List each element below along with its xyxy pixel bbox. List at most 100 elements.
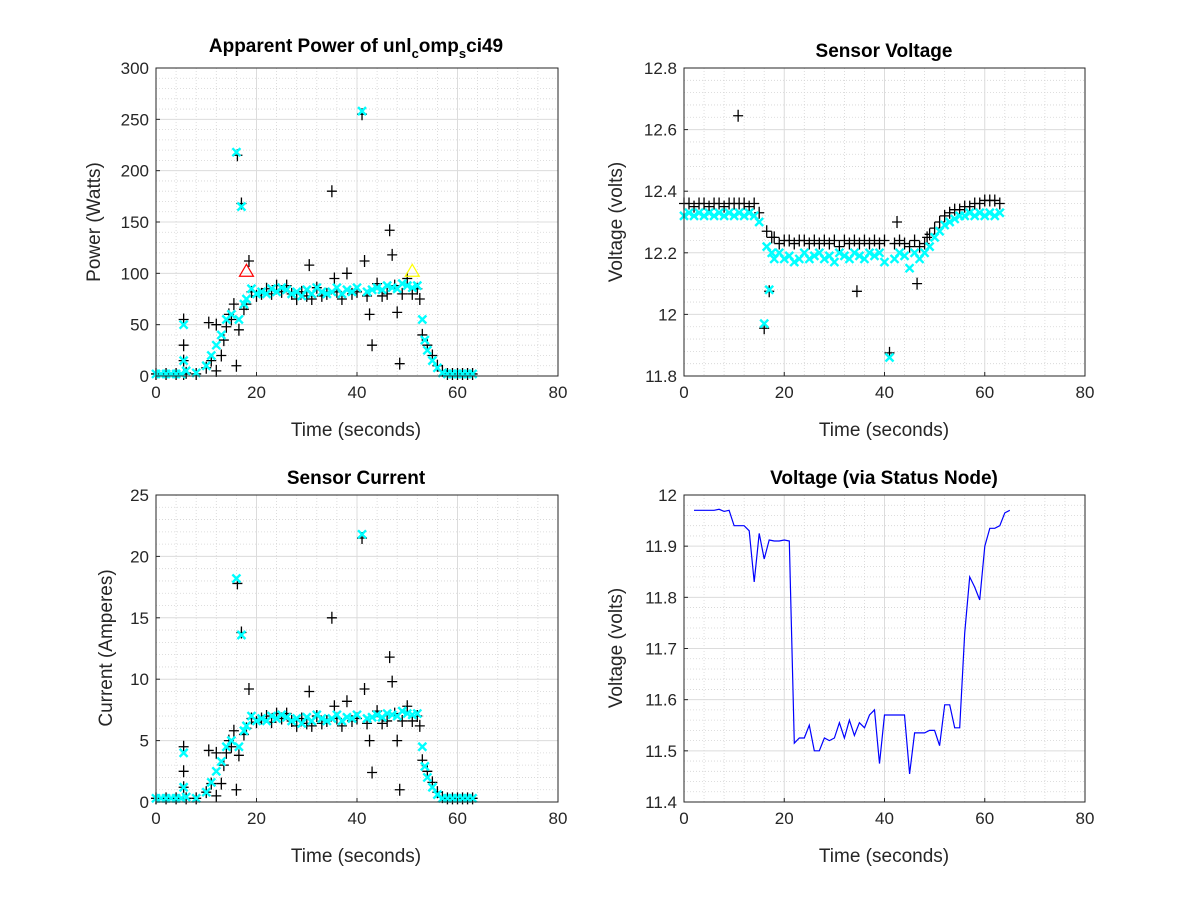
data-point-plus — [211, 746, 222, 759]
y-tick-label: 0 — [140, 367, 149, 386]
data-point-plus — [243, 683, 254, 696]
data-point-x — [276, 282, 287, 293]
data-point-x — [467, 793, 478, 804]
y-tick-label: 150 — [121, 213, 149, 232]
data-point-x — [352, 709, 362, 720]
data-point-plus — [769, 231, 780, 244]
data-point-plus — [914, 240, 925, 253]
data-point-plus — [912, 277, 923, 290]
data-point-plus — [329, 272, 340, 285]
data-point-x — [714, 207, 724, 218]
data-point-x — [251, 716, 262, 726]
data-point-x — [412, 708, 423, 719]
y-tick-label: 100 — [121, 264, 149, 283]
data-point-x — [216, 756, 227, 767]
x-tick-label: 80 — [549, 383, 568, 402]
data-point-plus — [178, 339, 189, 352]
data-point-x — [286, 289, 297, 299]
x-tick-label: 20 — [247, 383, 266, 402]
y-tick-label: 15 — [130, 609, 149, 628]
y-tick-label: 11.7 — [645, 640, 677, 659]
data-point-plus — [761, 225, 772, 238]
data-point-x — [894, 247, 905, 258]
data-point-x — [206, 777, 217, 788]
y-tick-label: 12.8 — [644, 59, 677, 78]
data-point-x — [419, 335, 430, 345]
data-point-x — [924, 241, 935, 252]
data-point-plus — [221, 746, 232, 759]
x-tick-label: 80 — [1076, 809, 1095, 828]
data-point-x — [789, 257, 800, 267]
data-point-plus — [714, 197, 725, 210]
data-point-plus — [402, 700, 413, 713]
y-tick-label: 11.6 — [645, 691, 677, 710]
data-point-plus — [964, 200, 975, 213]
data-point-plus — [739, 197, 750, 210]
data-point-x — [809, 251, 820, 261]
data-point-plus — [814, 237, 825, 250]
data-point-plus — [719, 200, 730, 213]
data-point-plus — [749, 197, 760, 210]
x-tick-label: 0 — [679, 809, 688, 828]
panel-apparent-power: Apparent Power of unlcompsci49 Time (sec… — [84, 36, 567, 441]
data-point-x — [241, 294, 252, 304]
data-point-x — [779, 254, 790, 264]
data-point-plus — [402, 272, 413, 285]
data-point-x — [402, 280, 413, 291]
data-point-x — [694, 207, 704, 218]
data-point-x — [357, 106, 367, 116]
x-tick-label: 40 — [348, 809, 367, 828]
data-point-x — [944, 217, 955, 227]
data-point-x — [256, 286, 267, 297]
data-point-plus — [392, 306, 403, 319]
data-point-x — [286, 716, 297, 726]
data-point-x — [834, 247, 845, 258]
data-point-plus — [382, 714, 393, 727]
data-point-plus — [387, 248, 398, 261]
y-tick-label: 11.8 — [645, 367, 677, 386]
data-point-x — [734, 207, 744, 218]
data-point-plus — [407, 714, 418, 727]
panel-voltage-status-node: Voltage (via Status Node) Time (seconds)… — [606, 468, 1094, 867]
data-point-plus — [407, 287, 418, 300]
x-axis-label: Time (seconds) — [291, 846, 421, 867]
data-point-plus — [744, 200, 755, 213]
data-point-plus — [809, 234, 820, 247]
data-point-x — [744, 207, 755, 218]
data-point-x — [178, 355, 189, 366]
data-point-x — [226, 309, 237, 320]
data-point-x — [879, 257, 890, 267]
data-point-x — [178, 782, 189, 793]
data-point-x — [226, 735, 237, 746]
data-point-plus — [304, 685, 315, 698]
data-point-plus — [954, 203, 965, 216]
data-point-plus — [367, 766, 378, 779]
data-point-plus — [231, 359, 242, 372]
data-point-plus — [367, 339, 378, 352]
data-point-x — [709, 210, 719, 221]
y-tick-label: 200 — [121, 162, 149, 181]
data-point-plus — [774, 237, 785, 250]
data-point-x — [724, 207, 734, 218]
data-point-plus — [359, 255, 370, 268]
data-point-x — [201, 787, 212, 798]
data-point-plus — [397, 714, 408, 727]
x-tick-label: 20 — [775, 809, 794, 828]
data-point-plus — [904, 240, 915, 253]
data-point-x — [427, 355, 438, 366]
data-point-x — [231, 147, 242, 158]
data-point-plus — [859, 234, 870, 247]
data-point-x — [754, 217, 765, 227]
data-point-x — [234, 741, 244, 752]
data-point-plus — [824, 237, 835, 250]
data-point-plus — [228, 724, 239, 737]
data-point-x — [266, 283, 277, 294]
data-point-plus — [341, 695, 352, 708]
data-point-plus — [851, 285, 862, 298]
data-point-plus — [387, 675, 398, 688]
data-point-x — [412, 280, 423, 291]
data-point-plus — [359, 683, 370, 696]
data-point-x — [256, 713, 267, 724]
panel-sensor-current: Sensor Current Time (seconds) Current (A… — [96, 468, 567, 867]
data-point-plus — [216, 349, 227, 362]
